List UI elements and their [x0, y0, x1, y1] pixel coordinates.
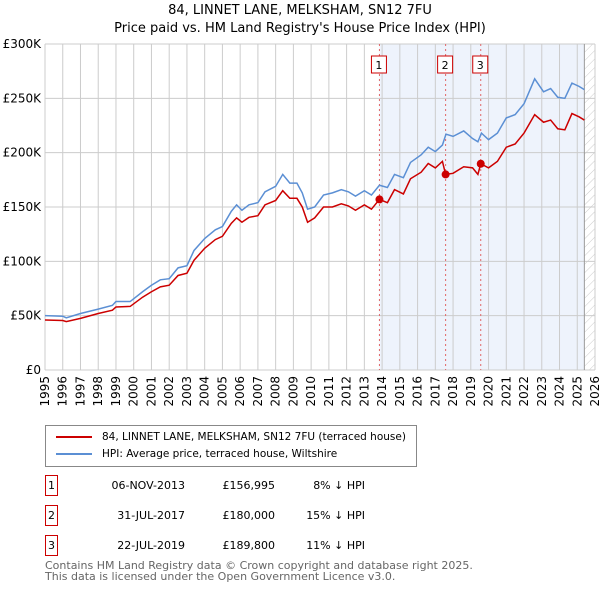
sale-price: £180,000: [222, 509, 276, 522]
x-tick-label: 2010: [304, 376, 318, 407]
x-tick-label: 2021: [499, 376, 513, 407]
hpi-diff: 11% ↓ HPI: [306, 539, 365, 552]
legend: 84, LINNET LANE, MELKSHAM, SN12 7FU (ter…: [45, 425, 417, 467]
sale-label: 1: [375, 59, 382, 72]
x-tick-label: 2012: [340, 376, 354, 407]
x-tick-label: 2014: [375, 376, 389, 407]
sale-price: £189,800: [222, 539, 276, 552]
legend-item-hpi: HPI: Average price, terraced house, Wilt…: [56, 446, 337, 462]
sale-date: 06-NOV-2013: [111, 479, 185, 492]
table-row: 2 31-JUL-2017 £180,000 15% ↓ HPI: [45, 505, 545, 526]
sale-price: £156,995: [222, 479, 276, 492]
x-tick-label: 2001: [144, 376, 158, 407]
x-tick-label: 2023: [535, 376, 549, 407]
x-tick-label: 2006: [233, 376, 247, 407]
x-tick-label: 2008: [269, 376, 283, 407]
sale-label: 2: [442, 59, 449, 72]
blue-line-swatch: [56, 453, 92, 455]
y-tick-label: £250K: [3, 91, 43, 105]
x-tick-label: 2007: [251, 376, 265, 407]
property-price-line: [44, 112, 585, 323]
price-chart: 1995 1996 1997 1998 1999 2000 2001 2002 2003 2004…: [3, 37, 600, 407]
sale-point: [375, 195, 384, 204]
x-tick-label: 2015: [393, 376, 407, 407]
sale-date: 22-JUL-2019: [117, 539, 185, 552]
x-tick-label: 1997: [73, 376, 87, 407]
x-tick-label: 2011: [322, 376, 336, 407]
y-tick-label: £300K: [3, 37, 43, 51]
hpi-diff: 15% ↓ HPI: [306, 509, 365, 522]
sale-label-box: [370, 55, 387, 74]
y-tick-label: £50K: [10, 309, 42, 323]
y-tick-label: £200K: [3, 146, 43, 160]
footer: Contains HM Land Registry data © Crown c…: [45, 560, 473, 582]
sale-label-box: [472, 55, 489, 74]
legend-item-property: 84, LINNET LANE, MELKSHAM, SN12 7FU (ter…: [56, 429, 406, 445]
hpi-diff: 8% ↓ HPI: [313, 479, 365, 492]
sale-number: 3: [45, 535, 58, 556]
legend-label: 84, LINNET LANE, MELKSHAM, SN12 7FU (ter…: [102, 431, 406, 443]
table-row: 3 22-JUL-2019 £189,800 11% ↓ HPI: [45, 535, 545, 556]
x-tick-label: 2000: [127, 376, 141, 407]
x-tick-label: 2017: [428, 376, 442, 407]
sale-number: 1: [45, 475, 58, 496]
x-tick-label: 1998: [91, 376, 105, 407]
table-row: 1 06-NOV-2013 £156,995 8% ↓ HPI: [45, 475, 545, 496]
hpi-line: [44, 77, 585, 319]
x-tick-label: 2013: [357, 376, 371, 407]
red-line-swatch: [56, 436, 92, 438]
x-tick-label: 2019: [464, 376, 478, 407]
x-tick-label: 2025: [570, 376, 584, 407]
sale-label: 3: [477, 59, 484, 72]
y-tick-label: £100K: [3, 254, 43, 268]
legend-label: HPI: Average price, terraced house, Wilt…: [102, 448, 338, 460]
chart-subtitle: Price paid vs. HM Land Registry's House …: [114, 21, 486, 36]
x-tick-label: 1995: [38, 376, 52, 407]
x-tick-label: 2005: [215, 376, 229, 407]
sale-number: 2: [45, 505, 58, 526]
x-tick-label: 2003: [180, 376, 194, 407]
footer-licence: This data is licensed under the Open Gov…: [45, 570, 396, 583]
x-tick-label: 2016: [411, 376, 425, 407]
x-tick-label: 1999: [109, 376, 123, 407]
x-tick-label: 2009: [286, 376, 300, 407]
sale-label-box: [437, 55, 454, 74]
sale-date: 31-JUL-2017: [117, 509, 185, 522]
x-tick-label: 1996: [56, 376, 70, 407]
y-tick-label: £0: [26, 363, 41, 377]
y-tick-label: £150K: [3, 200, 43, 214]
x-tick-label: 2002: [162, 376, 176, 407]
sale-point: [441, 170, 450, 179]
x-tick-label: 2018: [446, 376, 460, 407]
chart-title: 84, LINNET LANE, MELKSHAM, SN12 7FU: [168, 3, 432, 18]
x-tick-label: 2026: [588, 376, 600, 407]
x-tick-label: 2020: [482, 376, 496, 407]
x-tick-label: 2004: [198, 376, 212, 407]
sale-point: [476, 159, 485, 168]
footer-copyright: Contains HM Land Registry data © Crown c…: [45, 559, 473, 572]
x-tick-label: 2022: [517, 376, 531, 407]
x-tick-label: 2024: [553, 376, 567, 407]
